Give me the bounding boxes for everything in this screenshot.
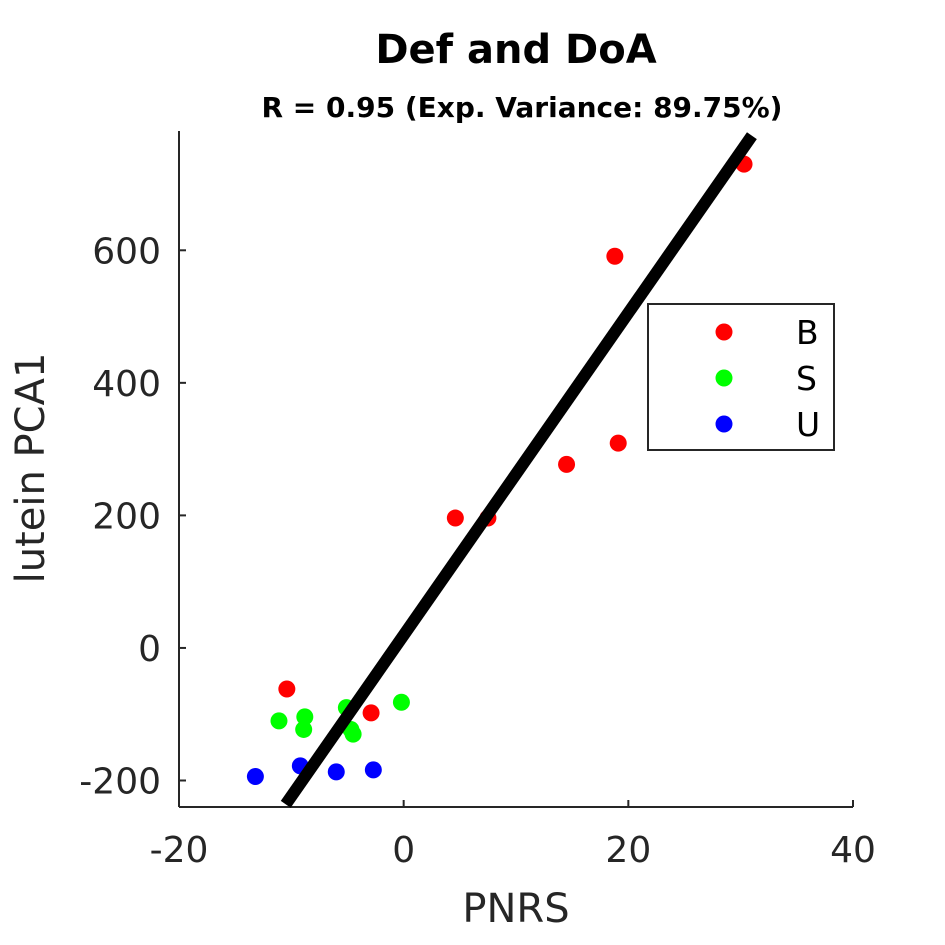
x-tick-label: 40 — [830, 830, 876, 871]
y-tick-label: 400 — [92, 364, 161, 405]
data-point-S — [295, 720, 313, 738]
fit-line-group — [280, 132, 757, 808]
legend-label-B: B — [796, 313, 819, 352]
legend-marker-S — [715, 369, 733, 387]
legend-label-S: S — [796, 359, 817, 398]
data-points — [246, 155, 753, 786]
x-tick-label: 20 — [605, 830, 651, 871]
data-point-B — [446, 509, 464, 527]
legend-marker-U — [715, 415, 733, 433]
data-point-U — [246, 768, 264, 786]
fit-line — [280, 132, 757, 808]
y-tick-label: 200 — [92, 496, 161, 537]
data-point-B — [606, 247, 624, 265]
chart-subtitle: R = 0.95 (Exp. Variance: 89.75%) — [262, 91, 783, 124]
data-point-B — [558, 455, 576, 473]
chart-title: Def and DoA — [375, 27, 656, 73]
data-point-B — [362, 704, 380, 722]
data-point-B — [278, 680, 296, 698]
legend-marker-B — [715, 323, 733, 341]
y-tick-label: -200 — [79, 761, 161, 802]
x-tick-label: 0 — [392, 830, 415, 871]
y-tick-label: 600 — [92, 231, 161, 272]
x-axis-label: PNRS — [462, 886, 569, 932]
data-point-U — [364, 761, 382, 779]
y-tick-label: 0 — [138, 629, 161, 670]
y-axis-label: lutein PCA1 — [8, 353, 54, 584]
legend: BSU — [647, 303, 835, 451]
x-tick-label: -20 — [150, 830, 209, 871]
data-point-B — [609, 434, 627, 452]
data-point-U — [327, 763, 345, 781]
data-point-S — [296, 708, 314, 726]
data-point-S — [344, 725, 362, 743]
legend-box — [647, 303, 835, 451]
legend-label-U: U — [796, 405, 820, 444]
data-point-S — [270, 712, 288, 730]
data-point-S — [392, 693, 410, 711]
